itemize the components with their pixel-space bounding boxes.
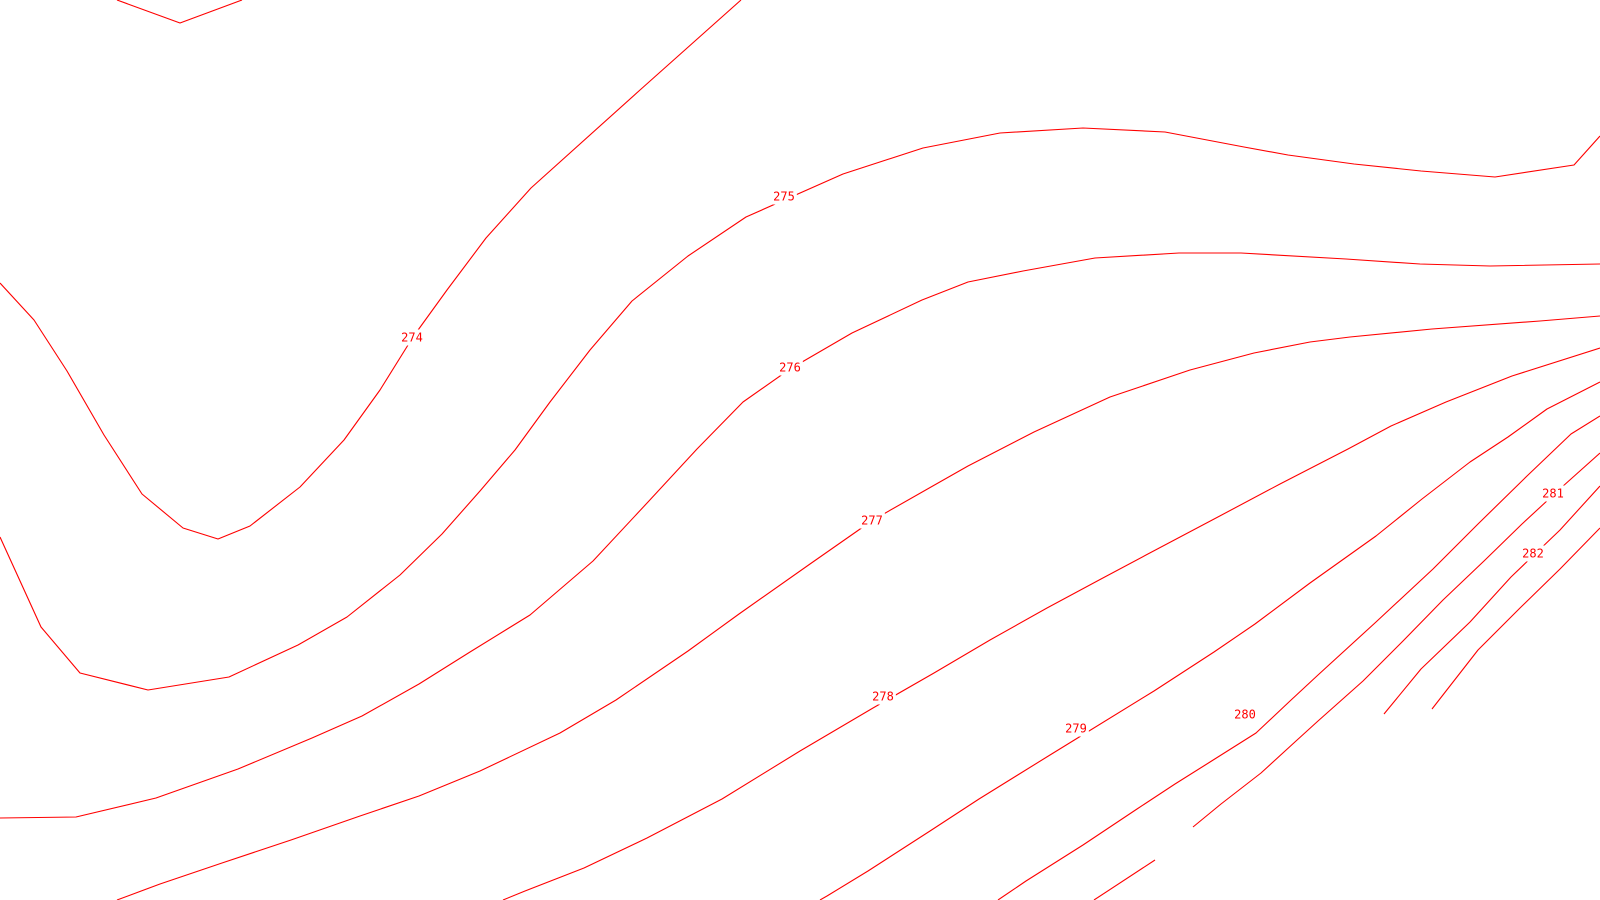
contour-line-273-fragment [116,0,243,24]
label-backdrop [870,688,896,705]
label-backdrop [859,512,885,529]
contour-label-275: 275 [773,190,795,204]
label-backdrop [1520,545,1546,562]
contour-line-278 [502,347,1600,900]
contour-line-275 [0,127,1600,691]
contour-line-276 [0,252,1600,819]
contour-label-276: 276 [779,361,801,375]
contour-line-283 [1431,527,1600,710]
contour-label-274: 274 [401,331,423,345]
label-backdrop [1063,720,1089,737]
label-backdrop [1232,706,1258,723]
contour-label-280: 280 [1234,708,1256,722]
contour-line-281 [1192,452,1600,828]
contour-label-282: 282 [1522,547,1544,561]
contour-label-277: 277 [861,514,883,528]
label-backdrop [777,359,803,376]
contour-line-274 [0,0,742,540]
contour-line-fragment [1093,859,1156,900]
contour-label-278: 278 [872,690,894,704]
contour-labels: 274 275 276 277 278 279 280 281 282 [399,188,1566,737]
contour-label-281: 281 [1542,487,1564,501]
contour-line-280 [997,415,1600,900]
contour-label-279: 279 [1065,722,1087,736]
label-backdrop [399,329,425,346]
contour-line-279 [819,381,1600,900]
label-backdrop [1540,485,1566,502]
label-backdrop [771,188,797,205]
contour-line-277 [116,315,1600,900]
contour-line-282 [1383,485,1600,715]
